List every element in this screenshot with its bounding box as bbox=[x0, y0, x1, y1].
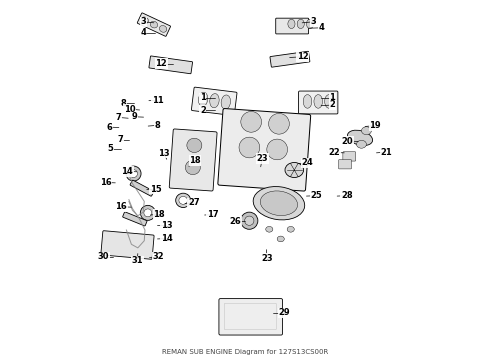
Ellipse shape bbox=[241, 212, 258, 229]
FancyBboxPatch shape bbox=[339, 159, 351, 169]
Text: 23: 23 bbox=[256, 154, 268, 163]
Text: 14: 14 bbox=[161, 234, 172, 243]
FancyBboxPatch shape bbox=[219, 298, 283, 335]
Text: REMAN SUB ENGINE Diagram for 127S13CS00R: REMAN SUB ENGINE Diagram for 127S13CS00R bbox=[162, 349, 328, 355]
FancyBboxPatch shape bbox=[130, 180, 154, 196]
Ellipse shape bbox=[267, 139, 288, 160]
FancyBboxPatch shape bbox=[218, 109, 311, 191]
Ellipse shape bbox=[266, 226, 273, 232]
FancyBboxPatch shape bbox=[270, 51, 310, 67]
Text: 18: 18 bbox=[189, 156, 201, 165]
Ellipse shape bbox=[347, 130, 372, 145]
Text: 31: 31 bbox=[131, 256, 143, 265]
Text: 16: 16 bbox=[100, 178, 112, 187]
Ellipse shape bbox=[241, 112, 262, 132]
FancyBboxPatch shape bbox=[192, 87, 237, 116]
Text: 17: 17 bbox=[207, 210, 219, 219]
Text: 22: 22 bbox=[329, 148, 341, 157]
Ellipse shape bbox=[130, 170, 138, 177]
Ellipse shape bbox=[356, 140, 367, 148]
Text: 21: 21 bbox=[380, 148, 392, 157]
Ellipse shape bbox=[303, 95, 312, 108]
Ellipse shape bbox=[221, 95, 230, 109]
Ellipse shape bbox=[288, 19, 295, 28]
Ellipse shape bbox=[297, 19, 304, 28]
Text: 26: 26 bbox=[229, 217, 241, 226]
FancyBboxPatch shape bbox=[137, 13, 171, 36]
FancyBboxPatch shape bbox=[101, 231, 154, 259]
Text: 7: 7 bbox=[117, 135, 123, 144]
Ellipse shape bbox=[253, 186, 305, 220]
Text: 6: 6 bbox=[106, 123, 112, 132]
Text: 23: 23 bbox=[261, 254, 273, 263]
Ellipse shape bbox=[185, 160, 200, 175]
Ellipse shape bbox=[260, 191, 297, 216]
Text: 15: 15 bbox=[150, 185, 162, 194]
Ellipse shape bbox=[140, 205, 155, 220]
Ellipse shape bbox=[187, 138, 202, 153]
Text: 12: 12 bbox=[155, 59, 167, 68]
Text: 13: 13 bbox=[161, 221, 172, 230]
Text: 13: 13 bbox=[158, 149, 170, 158]
Text: 11: 11 bbox=[151, 96, 163, 105]
Text: 24: 24 bbox=[302, 158, 314, 167]
FancyBboxPatch shape bbox=[169, 129, 217, 191]
Text: 16: 16 bbox=[115, 202, 127, 211]
Text: 14: 14 bbox=[121, 167, 133, 176]
FancyBboxPatch shape bbox=[276, 18, 309, 34]
FancyBboxPatch shape bbox=[122, 212, 147, 226]
Ellipse shape bbox=[269, 113, 289, 134]
Text: 5: 5 bbox=[108, 144, 114, 153]
Ellipse shape bbox=[245, 216, 254, 225]
Text: 27: 27 bbox=[188, 198, 200, 207]
Ellipse shape bbox=[287, 226, 294, 232]
Text: 30: 30 bbox=[98, 252, 109, 261]
Ellipse shape bbox=[277, 236, 284, 242]
Text: 8: 8 bbox=[155, 121, 160, 130]
Text: 3: 3 bbox=[311, 17, 317, 26]
Text: 2: 2 bbox=[200, 106, 206, 115]
Ellipse shape bbox=[144, 209, 152, 217]
Text: 2: 2 bbox=[330, 100, 336, 109]
Ellipse shape bbox=[306, 19, 314, 28]
Ellipse shape bbox=[176, 193, 191, 207]
Ellipse shape bbox=[159, 26, 167, 32]
Text: 32: 32 bbox=[152, 252, 164, 261]
Text: 9: 9 bbox=[131, 112, 137, 121]
Ellipse shape bbox=[150, 21, 158, 28]
Text: 3: 3 bbox=[140, 17, 146, 26]
Text: 10: 10 bbox=[124, 105, 136, 114]
Text: 1: 1 bbox=[329, 93, 335, 102]
Text: 8: 8 bbox=[121, 99, 126, 108]
FancyBboxPatch shape bbox=[298, 91, 338, 114]
Text: 4: 4 bbox=[318, 23, 324, 32]
Ellipse shape bbox=[362, 127, 371, 135]
Text: 1: 1 bbox=[200, 93, 206, 102]
Ellipse shape bbox=[210, 94, 219, 108]
Ellipse shape bbox=[239, 137, 260, 158]
Text: 7: 7 bbox=[116, 113, 122, 122]
Text: 29: 29 bbox=[278, 309, 290, 318]
Text: 12: 12 bbox=[297, 52, 309, 61]
Ellipse shape bbox=[314, 95, 322, 108]
Text: 4: 4 bbox=[140, 28, 146, 37]
Text: 28: 28 bbox=[341, 191, 353, 200]
Ellipse shape bbox=[141, 17, 148, 24]
Ellipse shape bbox=[325, 95, 333, 108]
Ellipse shape bbox=[126, 166, 141, 181]
FancyBboxPatch shape bbox=[149, 56, 193, 74]
Text: 18: 18 bbox=[153, 210, 165, 219]
Ellipse shape bbox=[198, 92, 208, 107]
Text: 19: 19 bbox=[369, 121, 381, 130]
Text: 25: 25 bbox=[311, 191, 322, 200]
Text: 20: 20 bbox=[342, 136, 353, 145]
FancyBboxPatch shape bbox=[343, 152, 356, 161]
Ellipse shape bbox=[179, 197, 188, 204]
Ellipse shape bbox=[285, 162, 304, 177]
